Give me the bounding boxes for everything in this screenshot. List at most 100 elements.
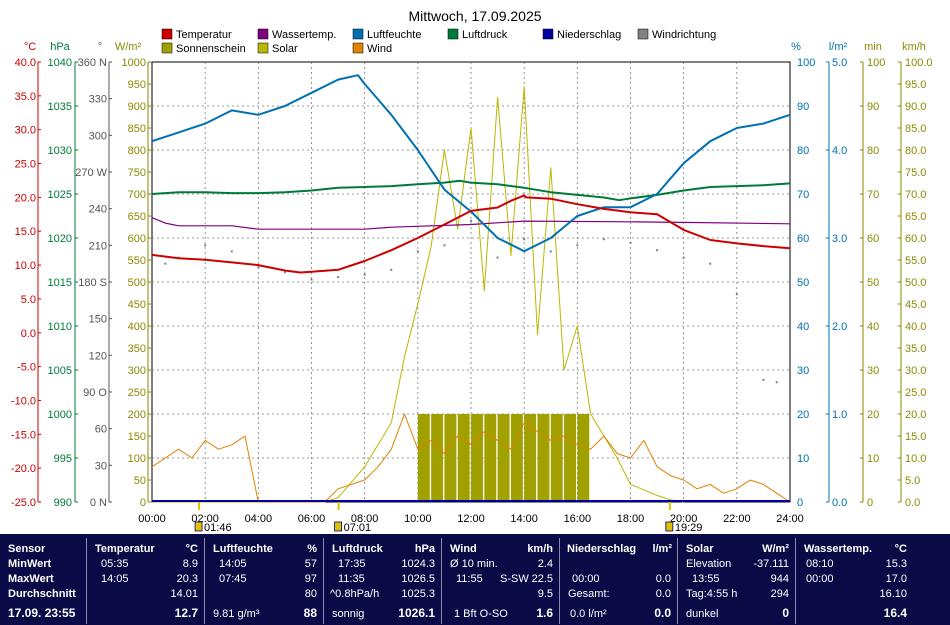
xtick-2: 04:00 bbox=[245, 513, 273, 525]
tick-temp-5: 15.0 bbox=[15, 226, 36, 238]
tick-sun_minutes-10: 0 bbox=[867, 497, 873, 509]
tick-temp-9: -5.0 bbox=[17, 362, 36, 374]
solar-daylength: Tag:4:55 h bbox=[686, 588, 738, 600]
tick-direction-6: 180 S bbox=[78, 277, 107, 289]
series-luftdruck bbox=[151, 179, 791, 202]
luftdruck-min-time: 17:35 bbox=[338, 558, 366, 570]
legend-label-6: Sonnenschein bbox=[176, 43, 246, 55]
tick-wind_speed-8: 60.0 bbox=[905, 233, 926, 245]
unit-pressure: hPa bbox=[50, 41, 70, 53]
winddir-point-16 bbox=[576, 244, 579, 247]
unit-direction: ° bbox=[98, 41, 102, 53]
legend-label-8: Wind bbox=[367, 43, 392, 55]
winddir-point-18 bbox=[629, 241, 632, 244]
luftdruck-max-time: 11:35 bbox=[338, 573, 365, 585]
tick-solar-7: 650 bbox=[128, 211, 146, 223]
sunshine-bar-6 bbox=[497, 414, 510, 502]
tick-wind_speed-5: 75.0 bbox=[905, 167, 926, 179]
winddir-point-14 bbox=[523, 238, 526, 241]
luftfeuchte-min-value: 57 bbox=[304, 558, 317, 570]
tick-sun_minutes-8: 20 bbox=[867, 409, 879, 421]
winddir-point-5 bbox=[283, 271, 286, 274]
tick-wind_speed-6: 70.0 bbox=[905, 189, 926, 201]
xtick-3: 06:00 bbox=[298, 513, 326, 525]
tick-direction-8: 120 bbox=[89, 350, 107, 362]
niederschlag-unit: l/m² bbox=[652, 543, 672, 555]
tick-wind_speed-10: 50.0 bbox=[905, 277, 926, 289]
tick-rain-1: 4.0 bbox=[832, 145, 847, 157]
winddir-point-10 bbox=[416, 250, 419, 253]
sunshine-bar-1 bbox=[431, 414, 444, 502]
axes: 40.0 35.0 30.0 25.0 20.0 15.0 10.0 5.0 0.0 -5.0 -1… bbox=[11, 41, 933, 525]
wassertemp-min-value: 15.3 bbox=[885, 558, 907, 570]
winddir-point-12 bbox=[470, 219, 472, 222]
winddir-point-6 bbox=[310, 278, 313, 281]
tick-pressure-7: 1005 bbox=[48, 365, 72, 377]
legend-swatch-0 bbox=[161, 28, 173, 40]
luftfeuchte-absolute: 9.81 g/m³ bbox=[213, 608, 260, 620]
tick-humidity-10: 0 bbox=[797, 497, 803, 509]
tick-solar-5: 750 bbox=[128, 167, 146, 179]
col-niederschlag: Niederschlag l/m² 00:00 0.0 Gesamt: 0.0 … bbox=[559, 538, 677, 624]
niederschlag-rate: 0.0 l/m² bbox=[570, 608, 607, 620]
tick-wind_speed-14: 30.0 bbox=[905, 365, 926, 377]
wassertemp-max-value: 17.0 bbox=[885, 573, 907, 585]
series-wind bbox=[151, 413, 791, 503]
row-label-min: MinWert bbox=[8, 558, 52, 570]
solar-title: Solar bbox=[686, 543, 714, 555]
tick-solar-18: 100 bbox=[128, 453, 146, 465]
legend-swatch-4 bbox=[542, 28, 554, 40]
niederschlag-max-value: 0.0 bbox=[655, 573, 671, 585]
temperatur-title: Temperatur bbox=[95, 543, 155, 555]
legend-label-1: Wassertemp. bbox=[272, 29, 336, 41]
luftdruck-title: Luftdruck bbox=[332, 543, 383, 555]
tick-rain-3: 2.0 bbox=[832, 321, 847, 333]
sunshine-bar-2 bbox=[444, 414, 457, 502]
tick-humidity-6: 40 bbox=[797, 321, 809, 333]
xtick-10: 20:00 bbox=[670, 513, 698, 525]
sunshine-bar-9 bbox=[537, 414, 550, 502]
legend-swatch-8 bbox=[352, 42, 364, 54]
tick-pressure-0: 1040 bbox=[48, 57, 72, 69]
tick-temp-2: 30.0 bbox=[15, 125, 36, 137]
xtick-7: 14:00 bbox=[510, 513, 538, 525]
tick-sun_minutes-5: 50 bbox=[867, 277, 879, 289]
tick-solar-3: 850 bbox=[128, 123, 146, 135]
wind-max-time: 11:55 bbox=[456, 573, 483, 585]
tick-wind_speed-2: 90.0 bbox=[905, 101, 926, 113]
wind-unit: km/h bbox=[527, 543, 553, 555]
tick-humidity-0: 100 bbox=[797, 57, 815, 69]
tick-direction-2: 300 bbox=[89, 130, 107, 142]
temperatur-unit: °C bbox=[185, 543, 198, 555]
legend-label-7: Solar bbox=[272, 43, 298, 55]
xtick-6: 12:00 bbox=[457, 513, 485, 525]
luftdruck-current: 1026.1 bbox=[398, 606, 435, 620]
niederschlag-max-time: 00:00 bbox=[572, 573, 600, 585]
winddir-point-7 bbox=[337, 276, 340, 279]
tick-temp-13: -25.0 bbox=[11, 497, 36, 509]
legend-label-5: Windrichtung bbox=[652, 29, 716, 41]
sunshine-bar-5 bbox=[484, 414, 497, 502]
winddir-point-3 bbox=[230, 250, 233, 253]
tick-sun_minutes-4: 60 bbox=[867, 233, 879, 245]
tick-wind_speed-13: 35.0 bbox=[905, 343, 926, 355]
sunshine-bar-10 bbox=[550, 414, 563, 502]
sun-events: 01:46 07:01 19:29 bbox=[194, 502, 702, 534]
tick-solar-17: 150 bbox=[128, 431, 146, 443]
luftfeuchte-unit: % bbox=[307, 543, 317, 555]
luftfeuchte-title: Luftfeuchte bbox=[213, 543, 273, 555]
tick-humidity-5: 50 bbox=[797, 277, 809, 289]
xtick-11: 22:00 bbox=[723, 513, 751, 525]
tick-solar-4: 800 bbox=[128, 145, 146, 157]
tick-solar-8: 600 bbox=[128, 233, 146, 245]
tick-humidity-9: 10 bbox=[797, 453, 809, 465]
tick-solar-6: 700 bbox=[128, 189, 146, 201]
row-label-sensor: Sensor bbox=[8, 543, 46, 555]
row-label-avg: Durchschnitt bbox=[8, 588, 76, 600]
tick-rain-4: 1.0 bbox=[832, 409, 847, 421]
niederschlag-current: 0.0 bbox=[654, 606, 671, 620]
sunshine-bar-4 bbox=[471, 414, 483, 502]
event-time-0: 01:46 bbox=[204, 522, 232, 534]
wassertemp-title: Wassertemp. bbox=[804, 543, 873, 555]
wind-max-direction: S-SW bbox=[500, 573, 529, 585]
